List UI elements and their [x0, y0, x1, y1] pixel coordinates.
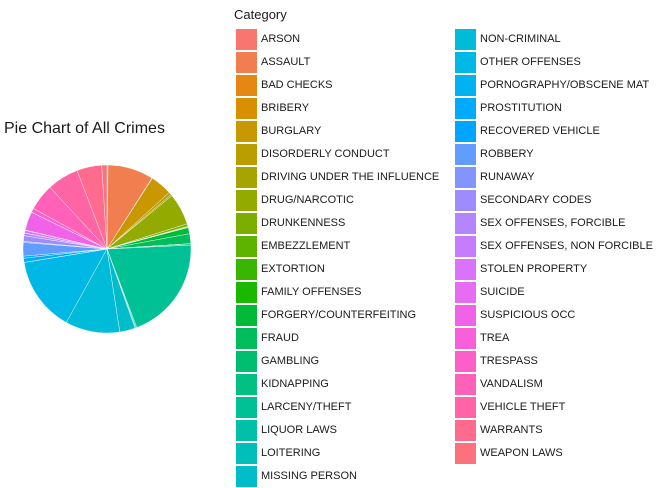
legend-label: VANDALISM	[480, 378, 543, 390]
legend-swatch	[455, 29, 476, 50]
legend-label: SECONDARY CODES	[480, 194, 592, 206]
legend-swatch	[236, 98, 257, 119]
legend-swatch	[455, 259, 476, 280]
legend-label: TRESPASS	[480, 355, 538, 367]
legend-swatch	[236, 236, 257, 257]
legend-swatch	[455, 190, 476, 211]
legend-swatch	[455, 213, 476, 234]
legend-label: WARRANTS	[480, 424, 543, 436]
legend-swatch	[236, 52, 257, 73]
legend-label: DRIVING UNDER THE INFLUENCE	[261, 171, 440, 183]
pie-slice-weapon-laws	[101, 164, 108, 250]
legend-label: EXTORTION	[261, 263, 325, 275]
legend-label: BRIBERY	[261, 102, 310, 114]
chart-title: Pie Chart of All Crimes	[4, 120, 165, 137]
legend-swatch	[236, 397, 257, 418]
pie-slice-other-offenses	[23, 248, 108, 323]
legend-label: GAMBLING	[261, 355, 320, 367]
legend-swatch	[455, 236, 476, 257]
legend-label: ROBBERY	[480, 148, 534, 160]
legend-swatch	[455, 351, 476, 372]
legend-swatch	[236, 75, 257, 96]
legend-label: LARCENY/THEFT	[261, 401, 352, 413]
legend-label: PROSTITUTION	[480, 102, 562, 114]
legend-label: PORNOGRAPHY/OBSCENE MAT	[480, 79, 650, 91]
legend-swatch	[236, 190, 257, 211]
legend-swatch	[455, 167, 476, 188]
legend-swatch	[455, 328, 476, 349]
legend-label: VEHICLE THEFT	[480, 401, 566, 413]
legend-swatch	[236, 466, 257, 487]
legend-swatch	[455, 282, 476, 303]
legend-swatch	[455, 443, 476, 464]
legend-swatch	[236, 121, 257, 142]
legend-label: DRUG/NARCOTIC	[261, 194, 354, 206]
legend-title: Category	[234, 7, 287, 22]
legend-swatch	[236, 259, 257, 280]
legend-label: MISSING PERSON	[261, 470, 357, 482]
legend-label: STOLEN PROPERTY	[480, 263, 588, 275]
legend-swatch	[455, 98, 476, 119]
legend-label: FRAUD	[261, 332, 299, 344]
legend-swatch	[236, 213, 257, 234]
legend-label: ARSON	[261, 33, 301, 45]
legend-swatch	[236, 351, 257, 372]
legend-label: TREA	[480, 332, 510, 344]
legend-label: NON-CRIMINAL	[480, 33, 561, 45]
legend-label: BAD CHECKS	[261, 79, 333, 91]
legend-swatch	[236, 374, 257, 395]
legend-swatch	[455, 52, 476, 73]
legend-label: ASSAULT	[261, 56, 311, 68]
legend-swatch	[455, 121, 476, 142]
legend-label: DRUNKENNESS	[261, 217, 346, 229]
legend-swatch	[236, 282, 257, 303]
legend-label: SUSPICIOUS OCC	[480, 309, 576, 321]
legend-swatch	[236, 144, 257, 165]
legend-label: WEAPON LAWS	[480, 447, 563, 459]
legend-label: EMBEZZLEMENT	[261, 240, 351, 252]
legend-label: RECOVERED VEHICLE	[480, 125, 600, 137]
legend-swatch	[236, 305, 257, 326]
legend-label: FORGERY/COUNTERFEITING	[261, 309, 417, 321]
legend-label: OTHER OFFENSES	[480, 56, 581, 68]
legend-swatch	[455, 75, 476, 96]
legend-label: BURGLARY	[261, 125, 322, 137]
legend-swatch	[455, 397, 476, 418]
legend-label: LOITERING	[261, 447, 321, 459]
legend-swatch	[236, 29, 257, 50]
legend-label: RUNAWAY	[480, 171, 535, 183]
legend-swatch	[455, 374, 476, 395]
legend-label: SUICIDE	[480, 286, 525, 298]
pie-slice-larceny-theft	[106, 244, 192, 328]
legend-swatch	[236, 328, 257, 349]
legend-label: LIQUOR LAWS	[261, 424, 337, 436]
legend-swatch	[236, 443, 257, 464]
legend-swatch	[236, 420, 257, 441]
legend-swatch	[236, 167, 257, 188]
legend-swatch	[455, 420, 476, 441]
legend-label: FAMILY OFFENSES	[261, 286, 362, 298]
pie-chart	[22, 164, 192, 334]
legend-label: DISORDERLY CONDUCT	[261, 148, 390, 160]
legend-swatch	[455, 144, 476, 165]
legend-swatch	[455, 305, 476, 326]
legend-label: SEX OFFENSES, NON FORCIBLE	[480, 240, 653, 252]
legend-label: SEX OFFENSES, FORCIBLE	[480, 217, 626, 229]
legend-label: KIDNAPPING	[261, 378, 329, 390]
